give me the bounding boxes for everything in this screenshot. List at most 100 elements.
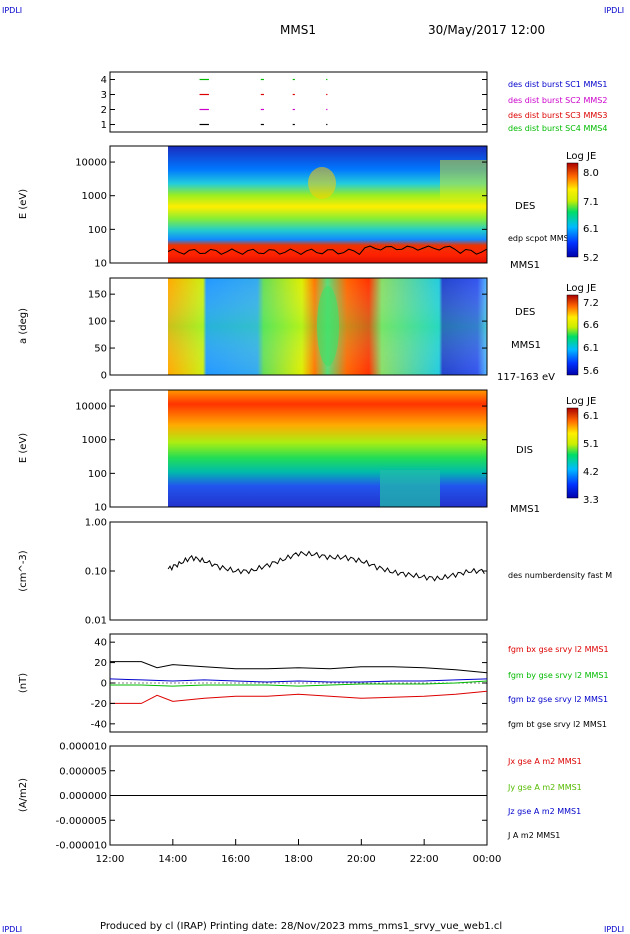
colorbar-title: Log JE [566,151,596,162]
density-ylabel: (cm^-3) [18,550,29,591]
y-tick-label: 1 [101,120,107,131]
y-tick-label: 0 [101,371,107,382]
density-series-line [167,550,485,582]
des-pitch-sc-label: MMS1 [511,340,541,351]
legend-fgm-bz: fgm bz gse srvy l2 MMS1 [508,695,608,704]
y-tick-label: 0.000000 [59,791,107,802]
dis-energy-sc-label: MMS1 [510,504,540,515]
y-tick-label: 0.000005 [59,766,107,777]
y-tick-label: 40 [94,638,107,649]
colorbar-tick: 7.1 [583,197,599,208]
legend-jz: Jz gse A m2 MMS1 [507,807,581,816]
y-tick-label: 3 [101,90,107,101]
des-energy-y-ticks: 10 100 1000 10000 [75,158,487,270]
burst-panel: 1 2 3 4 des dist burst SC1 MMS1 des dist bu… [101,71,607,133]
colorbar-tick: 6.1 [583,343,599,354]
corner-label-bottom-left: IPDLI [2,925,22,934]
colorbar-tick: 6.6 [583,320,599,331]
y-tick-label: 0.10 [85,567,107,578]
des-pitch-colorbar: Log JE 7.2 6.6 6.1 5.6 [566,283,599,377]
dis-energy-side-label: DIS [516,445,533,456]
y-tick-label: 50 [94,344,107,355]
plot-date: 30/May/2017 12:00 [428,23,545,37]
colorbar-gradient [566,407,579,499]
des-pitch-panel: 0 50 100 150 a (deg) DES MMS1 117-163 eV Lo… [18,277,599,383]
colorbar-title: Log JE [566,396,596,407]
y-tick-label: 20 [94,658,107,669]
dis-energy-y-ticks: 10 100 1000 10000 [75,402,487,514]
legend-jx: Jx gse A m2 MMS1 [507,757,582,766]
x-tick-label: 16:00 [221,854,250,865]
y-tick-label: -0.000010 [56,841,107,852]
x-tick-label: 18:00 [284,854,313,865]
des-energy-colorbar: Log JE 8.0 7.1 6.1 5.2 [566,151,599,264]
corner-label-top-left: IPDLI [2,6,22,15]
dis-energy-colorbar: Log JE 6.1 5.1 4.2 3.3 [566,396,599,506]
current-panel: -0.000010 -0.000005 0.000000 0.000005 0.0000… [18,742,582,866]
fgm-series-line [110,661,488,674]
fgm-series-line [109,678,488,683]
fgm-series-line [110,680,488,687]
colorbar-tick: 3.3 [583,495,599,506]
colorbar-tick: 5.1 [583,439,599,450]
burst-legend: des dist burst SC1 MMS1 des dist burst S… [508,80,607,133]
footer-credits: Produced by cl (IRAP) Printing date: 28/… [100,921,502,932]
colorbar-tick: 7.2 [583,298,599,309]
des-energy-sc-label: MMS1 [510,260,540,271]
y-tick-label: 100 [88,317,107,328]
x-tick-label: 22:00 [410,854,439,865]
dis-energy-ylabel: E (eV) [18,433,29,463]
current-ylabel: (A/m2) [18,778,29,812]
legend-fgm-bt: fgm bt gse srvy l2 MMS1 [508,720,607,729]
dis-energy-late-band [380,470,440,507]
y-tick-label: 100 [88,469,107,480]
spacecraft-title: MMS1 [280,23,316,37]
des-pitch-ylabel: a (deg) [18,308,29,344]
colorbar-tick: 6.1 [583,224,599,235]
density-panel: 0.01 0.10 1.00 (cm^-3) des numberdensity f… [18,518,612,627]
y-tick-label: 0.01 [85,616,107,627]
des-energy-panel: 10 100 1000 10000 E (eV) DES edp scpot MMS1… [18,145,599,271]
legend-fgm-by: fgm by gse srvy l2 MMS1 [508,671,609,680]
y-tick-label: 150 [88,290,107,301]
y-tick-label: 100 [88,225,107,236]
des-energy-feature [308,167,336,199]
y-tick-label: 4 [101,75,107,86]
y-tick-label: -20 [91,699,107,710]
colorbar-tick: 8.0 [583,168,599,179]
colorbar-gradient [566,162,579,258]
legend-burst-sc4: des dist burst SC4 MMS4 [508,124,607,133]
legend-jy: Jy gse A m2 MMS1 [507,783,582,792]
x-tick-label: 14:00 [158,854,187,865]
fgm-panel: -40 -20 0 20 40 (nT) fgm bx gse srvy l2 MMS1… [18,633,609,733]
y-tick-label: 1000 [82,435,107,446]
fgm-series-lines [109,661,488,704]
colorbar-tick: 4.2 [583,467,599,478]
scpot-legend: edp scpot MMS1 [508,234,574,243]
legend-burst-sc2: des dist burst SC2 MMS2 [508,96,607,105]
y-tick-label: 10 [94,503,107,514]
y-tick-label: 1.00 [85,518,107,529]
y-tick-label: 0 [101,679,107,690]
density-y-ticks: 0.01 0.10 1.00 [85,518,487,627]
des-pitch-side-label: DES [515,307,535,318]
x-tick-label: 20:00 [347,854,376,865]
dis-energy-panel: 10 100 1000 10000 E (eV) DIS MMS1 Log JE 6.… [18,389,599,515]
colorbar-tick: 5.2 [583,253,599,264]
fgm-ylabel: (nT) [18,673,29,693]
y-tick-label: 10 [94,259,107,270]
x-tick-label: 12:00 [96,854,125,865]
y-tick-label: -0.000005 [56,816,107,827]
pitch-energy-range: 117-163 eV [497,372,555,383]
colorbar-gradient [566,294,579,376]
corner-label-bottom-right: IPDLI [604,925,624,934]
y-tick-label: 0.000010 [59,742,107,753]
time-axis-ticks: 12:00 14:00 16:00 18:00 20:00 22:00 00:00 [96,839,501,865]
y-tick-label: 1000 [82,191,107,202]
des-energy-side-label: DES [515,201,535,212]
colorbar-tick: 6.1 [583,411,599,422]
colorbar-title: Log JE [566,283,596,294]
density-legend: des numberdensity fast M [508,571,612,580]
y-tick-label: 10000 [75,402,107,413]
